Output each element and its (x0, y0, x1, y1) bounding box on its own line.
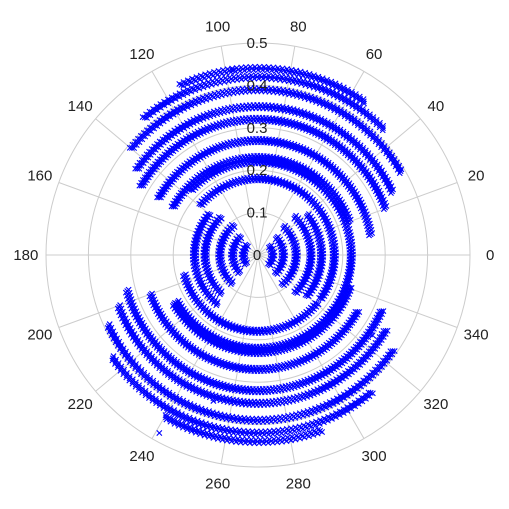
grid-spoke-280 (257, 254, 296, 464)
grid-circle-0.3 (130, 127, 386, 383)
angle-tick-label: 240 (129, 448, 154, 465)
grid-spoke-140 (95, 118, 259, 256)
angle-tick-label: 140 (68, 98, 93, 115)
radial-tick-label: 0.1 (247, 205, 268, 222)
data-point (156, 430, 163, 436)
grid-circle-0.5 (45, 42, 471, 468)
radial-tick-label: 0.4 (247, 77, 268, 94)
angle-tick-label: 80 (290, 18, 307, 35)
radial-tick-label: 0 (253, 247, 261, 264)
data-point (241, 261, 248, 268)
grid-circle-0.4 (87, 84, 429, 426)
data-point (306, 286, 313, 293)
angle-tick-label: 280 (286, 476, 311, 493)
radial-tick-label: 0.3 (247, 120, 268, 137)
angle-tick-label: 160 (27, 168, 52, 185)
angle-tick-label: 300 (362, 448, 387, 465)
data-point (307, 284, 314, 291)
angle-tick-label: 340 (464, 326, 489, 343)
data-point (270, 245, 277, 252)
angle-tick-label: 20 (468, 168, 485, 185)
data-point (239, 258, 246, 265)
data-point (282, 222, 289, 229)
radial-tick-label: 0.5 (247, 35, 268, 52)
angle-tick-label: 0 (486, 247, 494, 264)
angle-tick-label: 120 (129, 46, 154, 63)
radial-tick-label: 0.2 (247, 162, 268, 179)
angle-tick-label: 200 (27, 326, 52, 343)
data-point (275, 233, 282, 240)
data-point (212, 222, 219, 229)
data-point (234, 270, 241, 277)
data-point (268, 242, 275, 249)
angle-tick-label: 220 (68, 396, 93, 413)
angle-tick-label: 40 (427, 98, 444, 115)
data-point (227, 281, 234, 288)
angle-tick-label: 180 (13, 247, 38, 264)
data-point (305, 211, 312, 218)
grid-spoke-40 (257, 118, 421, 256)
grid-circle-0.2 (172, 169, 344, 341)
data-point (216, 291, 223, 298)
angle-tick-label: 260 (205, 476, 230, 493)
angle-tick-label: 100 (205, 18, 230, 35)
data-point (297, 281, 304, 288)
angle-tick-label: 60 (366, 46, 383, 63)
grid-circle-0.1 (215, 212, 301, 298)
data-point (293, 212, 300, 219)
angle-tick-label: 320 (423, 396, 448, 413)
data-markers (104, 63, 405, 447)
data-point (203, 217, 210, 224)
data-point (202, 219, 209, 226)
